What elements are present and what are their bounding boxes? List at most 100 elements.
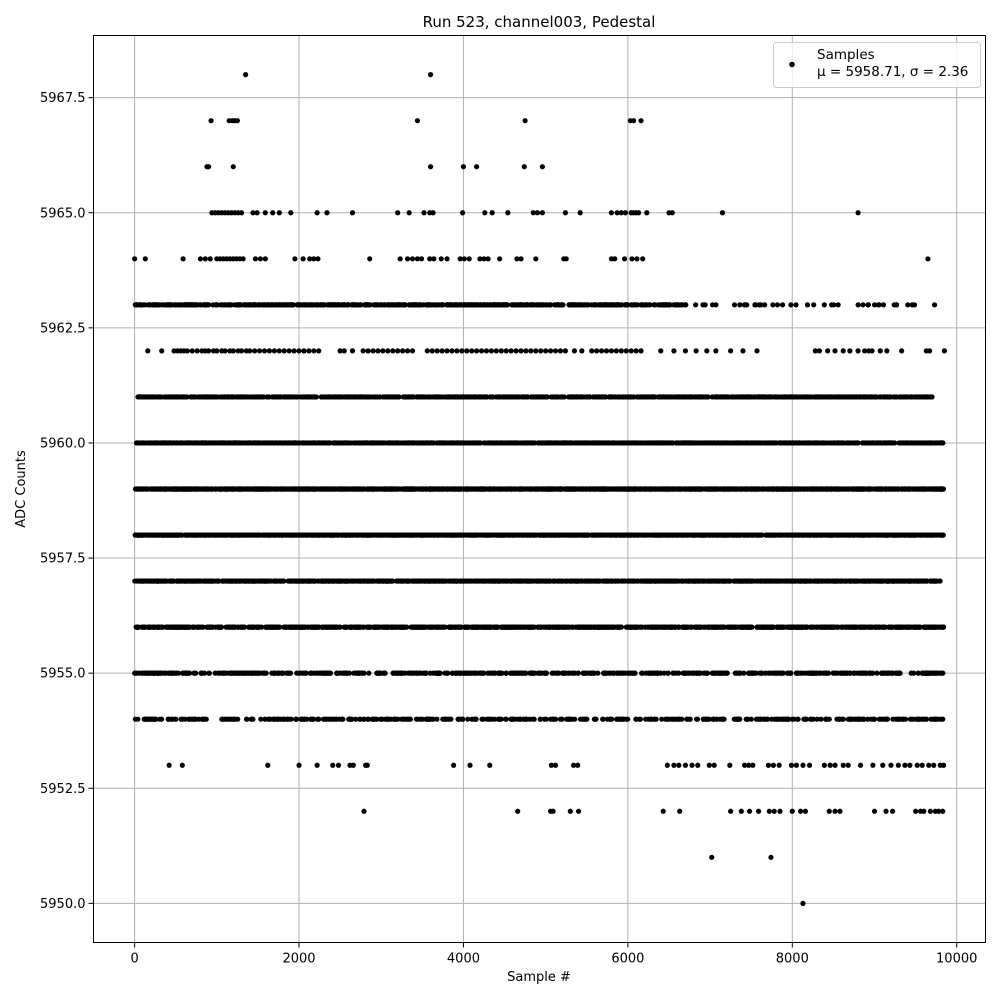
data-point [797,808,804,814]
data-point [184,394,190,400]
data-point [704,348,710,354]
data-point [804,440,810,446]
data-point [503,348,509,354]
data-point [281,394,287,400]
data-point [736,394,742,400]
data-point [540,394,546,400]
data-point [814,394,820,400]
data-point [545,440,551,446]
data-point [633,348,639,354]
data-point [503,394,509,400]
data-point [503,302,510,308]
data-point [470,440,476,446]
data-point [779,302,786,308]
data-point [839,394,846,400]
data-point [345,302,351,308]
data-point [508,348,514,354]
data-point [481,256,487,262]
data-point [309,302,315,308]
data-point [857,762,864,768]
data-point [385,440,391,446]
data-point [638,348,644,354]
data-point [521,164,527,170]
data-point [177,440,183,446]
data-point [567,808,573,814]
data-point [426,302,432,308]
data-point [799,394,806,400]
data-point [865,302,872,308]
data-point [718,394,724,400]
data-point [464,348,470,354]
data-point [280,302,286,308]
data-point [214,348,220,354]
data-point [869,348,875,354]
data-point [234,302,241,308]
data-point [639,394,645,400]
data-point [890,808,896,814]
data-point [644,210,650,216]
data-point [625,302,631,308]
data-point [614,210,620,216]
data-point [876,440,883,446]
data-point [254,394,260,400]
data-point [855,302,861,308]
data-point [925,256,931,262]
data-point [518,348,524,354]
data-point [301,348,307,354]
data-point [774,302,781,308]
data-point [579,348,585,354]
data-point [788,762,795,768]
data-point [350,762,356,768]
data-point [360,348,366,354]
data-point [271,302,277,308]
data-point [552,348,559,354]
data-point [331,394,337,400]
data-point [477,256,483,262]
data-point [695,762,701,768]
data-point [676,762,682,768]
data-point [533,256,539,262]
data-point [888,762,894,768]
data-point [307,440,313,446]
data-point [364,762,370,768]
data-point [370,348,376,354]
data-point [262,256,268,262]
data-point [671,762,677,768]
data-point [673,394,679,400]
data-point [709,854,715,860]
data-point [176,302,182,308]
data-point [740,348,746,354]
data-points [132,72,947,906]
data-point [284,302,291,308]
data-point [862,440,869,446]
data-point [193,302,199,308]
data-point [549,394,556,400]
data-point [821,762,827,768]
data-point [713,302,719,308]
data-point [806,762,813,768]
data-point [339,440,345,446]
data-point [645,394,651,400]
data-point [362,394,368,400]
data-point [487,762,493,768]
data-point [429,348,435,354]
data-point [832,808,838,814]
data-point [202,256,208,262]
data-point [886,394,892,400]
data-point [658,348,664,354]
data-point [357,394,364,400]
data-point [204,302,210,308]
data-point [487,440,493,446]
data-point [870,762,876,768]
data-point [763,394,769,400]
data-point [671,348,677,354]
data-point [205,164,212,170]
data-point [280,440,286,446]
data-point [802,808,809,814]
data-point [860,302,866,308]
data-point [132,256,138,262]
data-point [264,302,271,308]
data-point [731,440,738,446]
data-point [534,210,541,216]
data-point [769,440,775,446]
